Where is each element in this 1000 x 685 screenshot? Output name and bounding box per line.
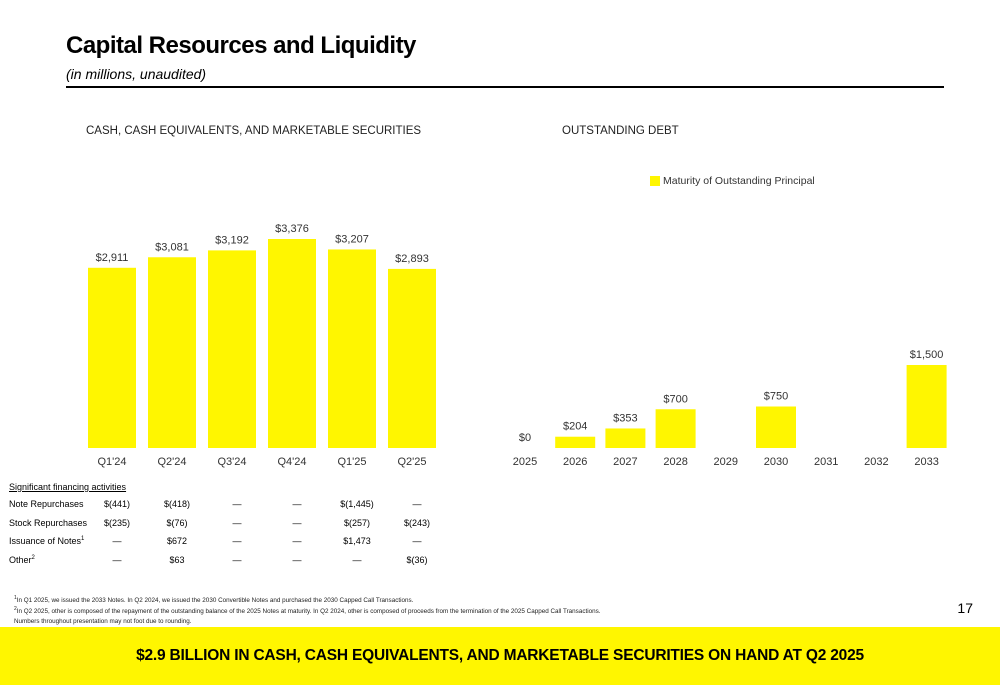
financing-cell: — <box>292 517 302 528</box>
data-label: $3,081 <box>155 241 189 253</box>
bar <box>906 365 947 448</box>
bar <box>388 268 436 448</box>
financing-row: Stock Repurchases $(235) $(76) — — $(257) $(24… <box>9 514 447 533</box>
financing-title: Significant financing activities <box>9 482 127 492</box>
tick-label: 2031 <box>814 456 838 468</box>
financing-cell: $1,473 <box>343 536 371 547</box>
tick-label: Q2'25 <box>397 456 426 468</box>
data-label: $0 <box>519 432 531 444</box>
tick-label: 2025 <box>513 456 537 468</box>
financing-cell: $(257) <box>344 517 371 528</box>
data-label: $204 <box>563 421 587 433</box>
tick-label: Q4'24 <box>277 456 306 468</box>
debt-chart: $0 2025 $204 2026 $353 2027 $700 2028 2029 $750 20… <box>513 349 947 468</box>
financing-cell: — <box>412 536 422 547</box>
footnotes: 1In Q1 2025, we issued the 2033 Notes. I… <box>14 594 601 626</box>
financing-cell: — <box>112 536 122 547</box>
financing-cell: — <box>112 554 122 565</box>
financing-row-label: Issuance of Notes1 <box>9 536 85 547</box>
financing-row: Note Repurchases $(441) $(418) — — $(1,445) — <box>9 495 447 514</box>
financing-cell: — <box>232 554 242 565</box>
financing-row: Other2 — $63 — — — $(36) <box>9 551 447 570</box>
tick-label: 2033 <box>914 456 938 468</box>
financing-cell: $(441) <box>104 499 131 510</box>
title-divider <box>66 86 944 88</box>
bar <box>268 239 316 448</box>
tick-label: 2029 <box>714 456 738 468</box>
footnote: 1In Q1 2025, we issued the 2033 Notes. I… <box>14 595 414 605</box>
debt-chart-legend: Maturity of Outstanding Principal <box>650 175 815 187</box>
financing-cell: $(243) <box>404 517 431 528</box>
bar <box>88 267 136 448</box>
financing-cell: — <box>412 499 422 510</box>
financing-cell: — <box>232 499 242 510</box>
tick-label: 2026 <box>563 456 587 468</box>
tick-label: Q1'25 <box>337 456 366 468</box>
tick-label: Q3'24 <box>217 456 246 468</box>
financing-cell: $(36) <box>406 554 428 565</box>
financing-cell: $(76) <box>166 517 188 528</box>
debt-chart-title: OUTSTANDING DEBT <box>562 125 679 137</box>
data-label: $3,192 <box>215 234 249 246</box>
financing-cell: — <box>352 554 362 565</box>
bar <box>148 257 196 448</box>
cash-chart: $2,911 Q1'24 $3,081 Q2'24 $3,192 Q3'24 $3,376 Q… <box>88 223 436 468</box>
bar <box>655 409 696 448</box>
page-title: Capital Resources and Liquidity <box>66 32 416 59</box>
bar <box>756 406 796 448</box>
bar <box>605 428 646 448</box>
page-subtitle: (in millions, unaudited) <box>66 66 207 82</box>
bar <box>328 249 376 448</box>
data-label: $700 <box>663 393 687 405</box>
footnote: 2In Q2 2025, other is composed of the re… <box>14 606 601 616</box>
tick-label: 2028 <box>663 456 687 468</box>
financing-cell: — <box>232 536 242 547</box>
financing-row: Issuance of Notes1 — $672 — — $1,473 — <box>9 532 447 551</box>
tick-label: Q2'24 <box>157 456 186 468</box>
legend-label: Maturity of Outstanding Principal <box>663 175 815 187</box>
data-label: $353 <box>613 412 637 424</box>
financing-cell: $63 <box>169 554 185 565</box>
tick-label: Q1'24 <box>97 456 126 468</box>
tick-label: 2030 <box>764 456 788 468</box>
financing-cell: $(1,445) <box>340 499 374 510</box>
financing-row-label: Other2 <box>9 554 35 565</box>
bar <box>208 250 256 448</box>
tick-label: 2032 <box>864 456 888 468</box>
data-label: $3,207 <box>335 233 369 245</box>
financing-cell: — <box>292 554 302 565</box>
data-label: $750 <box>764 391 788 403</box>
bar <box>555 436 596 448</box>
legend-swatch <box>650 176 660 186</box>
financing-cell: $(418) <box>164 499 191 510</box>
financing-row-label: Stock Repurchases <box>9 517 88 528</box>
financing-cell: $672 <box>167 536 188 547</box>
data-label: $2,893 <box>395 253 429 265</box>
data-label: $2,911 <box>96 252 129 264</box>
footnote: Numbers throughout presentation may not … <box>14 617 192 625</box>
financing-cell: — <box>292 536 302 547</box>
financing-cell: — <box>292 499 302 510</box>
financing-cell: $(235) <box>104 517 131 528</box>
page-number: 17 <box>957 600 973 616</box>
financing-table: Note Repurchases $(441) $(418) — — $(1,445) — S… <box>9 495 447 569</box>
summary-banner: $2.9 BILLION IN CASH, CASH EQUIVALENTS, … <box>0 627 1000 685</box>
data-label: $1,500 <box>910 349 944 361</box>
financing-row-label: Note Repurchases <box>9 499 84 510</box>
tick-label: 2027 <box>613 456 637 468</box>
cash-chart-title: CASH, CASH EQUIVALENTS, AND MARKETABLE S… <box>86 125 422 137</box>
data-label: $3,376 <box>275 223 309 235</box>
financing-cell: — <box>232 517 242 528</box>
